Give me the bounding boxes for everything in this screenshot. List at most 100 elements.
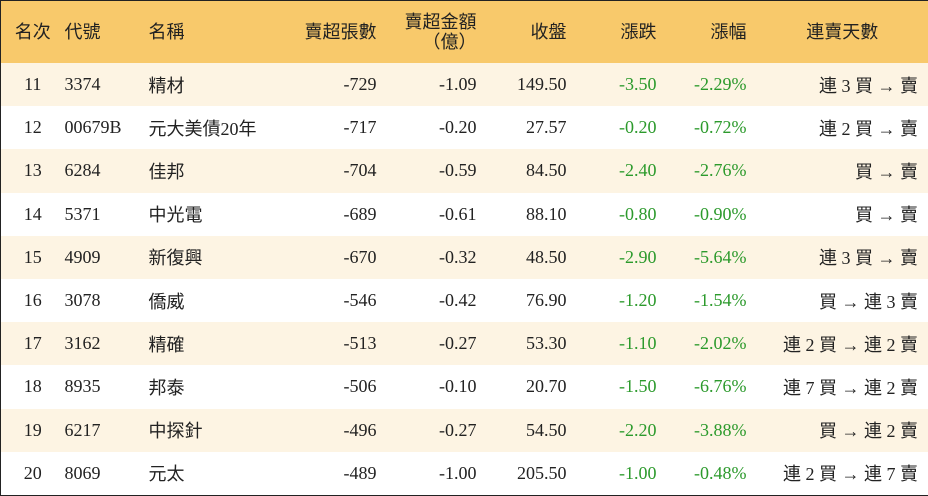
- table-cell: 20.70: [526, 376, 567, 397]
- table-cell: 205.50: [517, 462, 567, 483]
- table-cell: -2.29%: [666, 63, 757, 107]
- table-cell: 19: [0, 408, 65, 452]
- table-body: 11 3374 精材 -729 -1.09 149.50 -3.50 -2.29% 連 3 買 …: [0, 63, 928, 496]
- header-cell: 名稱: [148, 0, 289, 63]
- table-cell: 連 7 買 → 連 2 賣: [783, 377, 918, 398]
- table-cell: -546: [343, 290, 377, 311]
- table-cell: -2.90: [576, 235, 667, 279]
- table-cell: 邦泰: [148, 377, 185, 398]
- header-cell: 代號: [64, 0, 149, 63]
- table-cell: -2.76%: [666, 149, 757, 193]
- table-cell: -729: [288, 63, 387, 107]
- table-cell: -704: [288, 149, 387, 193]
- table-cell: 佳邦: [148, 149, 289, 193]
- table-cell: 元太: [148, 464, 185, 485]
- table-cell: 17: [0, 322, 65, 366]
- table-cell: -0.80: [619, 203, 657, 224]
- table-cell: -2.20: [576, 408, 667, 452]
- table-cell: 8069: [64, 462, 101, 483]
- table-cell: 13: [0, 149, 65, 193]
- table-cell: 84.50: [486, 149, 577, 193]
- table-cell: 精材: [148, 63, 289, 107]
- table-cell: 僑威: [148, 291, 185, 312]
- table-cell: -0.61: [439, 203, 477, 224]
- table-cell: 買 → 連 3 賣: [819, 291, 918, 312]
- table-row: 20 8069 元太 -489 -1.00 205.50 -1.00 -0.48% 連 2 買 …: [1, 452, 928, 496]
- table-cell: -3.50: [576, 63, 667, 107]
- table-cell: -3.88%: [666, 408, 757, 452]
- table-cell: 新復興: [148, 235, 289, 279]
- table-cell: 連 3 買 → 賣: [756, 63, 928, 107]
- header-cell: 賣超張數: [288, 0, 387, 63]
- table-cell: -0.27: [386, 322, 487, 366]
- table-cell: 53.30: [486, 322, 577, 366]
- table-cell: 88.10: [526, 203, 567, 224]
- table-cell: -0.42: [439, 290, 477, 311]
- table-cell: 元大美債20年: [148, 118, 257, 139]
- table-cell: 買 → 連 2 賣: [756, 408, 928, 452]
- table-cell: -5.64%: [666, 235, 757, 279]
- table-cell: 18: [23, 376, 42, 397]
- table-cell: -0.59: [386, 149, 487, 193]
- table-row: 13 6284 佳邦 -704 -0.59 84.50 -2.40 -2.76% 買 → 賣: [0, 149, 928, 193]
- table-cell: 12: [23, 117, 42, 138]
- table-cell: -0.20: [619, 117, 657, 138]
- table-cell: 16: [23, 290, 42, 311]
- table-cell: -0.27: [386, 408, 487, 452]
- table-cell: 15: [0, 235, 65, 279]
- table-cell: 3374: [64, 63, 149, 107]
- table-cell: -1.09: [386, 63, 487, 107]
- table-cell: 連 3 買 → 賣: [756, 235, 928, 279]
- table-cell: 連 2 買 → 連 7 賣: [783, 464, 918, 485]
- table-cell: -0.20: [439, 117, 477, 138]
- table-row: 11 3374 精材 -729 -1.09 149.50 -3.50 -2.29% 連 3 買 …: [0, 63, 928, 107]
- table-row: 18 8935 邦泰 -506 -0.10 20.70 -1.50 -6.76% 連 7 買 →…: [1, 365, 928, 408]
- table-row: 17 3162 精確 -513 -0.27 53.30 -1.10 -2.02% 連 2 買 →…: [0, 322, 928, 366]
- table-cell: 買 → 賣: [756, 149, 928, 193]
- header-label: 賣超金額: [404, 12, 477, 32]
- table-cell: 3162: [64, 322, 149, 366]
- table-cell: -0.48%: [694, 462, 747, 483]
- table-cell: 精確: [148, 322, 289, 366]
- table-cell: 連 2 買 → 連 2 賣: [756, 322, 928, 366]
- table-cell: 連 2 買 → 賣: [819, 118, 918, 139]
- header-cell: 連賣天數: [756, 0, 928, 63]
- header-cell: 漲幅: [666, 0, 757, 63]
- table-cell: -0.90%: [694, 203, 747, 224]
- table-cell: -489: [343, 462, 377, 483]
- table-cell: 中光電: [148, 205, 203, 226]
- table-cell: 48.50: [486, 235, 577, 279]
- table-cell: 8935: [64, 376, 101, 397]
- table-cell: -717: [343, 117, 377, 138]
- header-cell: 名次: [0, 0, 65, 63]
- table-cell: -0.72%: [694, 117, 747, 138]
- table-cell: 11: [0, 63, 65, 107]
- table-cell: -1.20: [619, 290, 657, 311]
- table-cell: 3078: [64, 290, 101, 311]
- header-unit: （億）: [422, 32, 477, 52]
- table-cell: 買 → 賣: [855, 205, 918, 226]
- table-cell: 20: [23, 462, 42, 483]
- table-cell: -689: [343, 203, 377, 224]
- table-cell: 4909: [64, 235, 149, 279]
- table-cell: -506: [343, 376, 377, 397]
- header-row: 名次 代號 名稱 賣超張數 賣超金額 （億） 收盤 漲跌 漲幅 連賣天數: [0, 0, 928, 63]
- table-cell: 27.57: [526, 117, 567, 138]
- table-cell: -2.02%: [666, 322, 757, 366]
- table-row: 15 4909 新復興 -670 -0.32 48.50 -2.90 -5.64% 連 3 買 …: [0, 235, 928, 279]
- table-cell: -1.54%: [694, 290, 747, 311]
- table-row: 14 5371 中光電 -689 -0.61 88.10 -0.80 -0.90% 買 → 賣: [1, 193, 928, 236]
- header-cell: 收盤: [486, 0, 577, 63]
- table-cell: 6284: [64, 149, 149, 193]
- table-cell: -513: [288, 322, 387, 366]
- table-row: 19 6217 中探針 -496 -0.27 54.50 -2.20 -3.88% 買 → 連 …: [0, 408, 928, 452]
- header-cell: 漲跌: [576, 0, 667, 63]
- table-cell: -0.10: [439, 376, 477, 397]
- table-cell: -1.50: [619, 376, 657, 397]
- table-row: 12 00679B 元大美債20年 -717 -0.20 27.57 -0.20 -0.72%…: [1, 106, 928, 149]
- table-cell: -6.76%: [694, 376, 747, 397]
- header-cell: 賣超金額 （億）: [386, 0, 487, 63]
- table-cell: -2.40: [576, 149, 667, 193]
- table-cell: 149.50: [486, 63, 577, 107]
